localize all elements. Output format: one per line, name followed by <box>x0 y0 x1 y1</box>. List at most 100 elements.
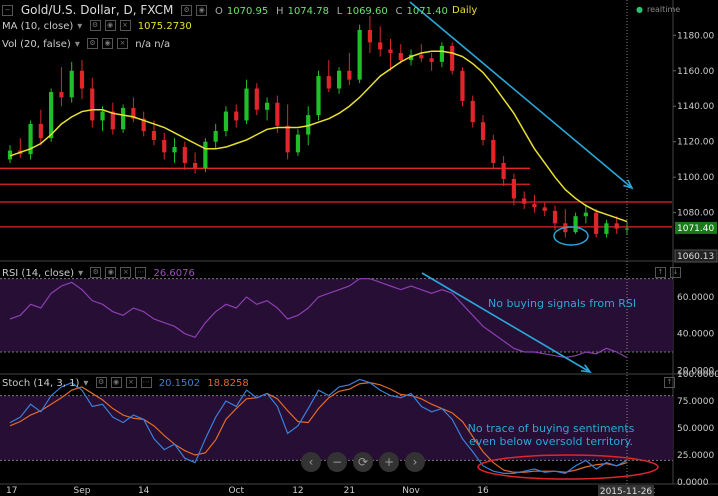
pane-up-icon[interactable]: ↑ <box>664 377 675 388</box>
settings-icon[interactable]: ⚙ <box>181 5 193 16</box>
rsi-tick-label: 40.0000 <box>677 330 714 340</box>
candle-body <box>522 198 527 204</box>
stoch-legend[interactable]: Stoch (14, 3, 1) ▾ ⚙ ◉ × ⋯ 20.1502 18.8258 <box>2 377 253 389</box>
time-tick-label: 21 <box>344 486 355 496</box>
reset-button[interactable]: ⟳ <box>353 452 373 472</box>
pane-up-icon[interactable]: ↑ <box>655 267 666 278</box>
ma-value: 1075.2730 <box>137 20 192 32</box>
candle-body <box>326 76 331 89</box>
candle-body <box>69 70 74 98</box>
candle-body <box>79 70 85 89</box>
rsi-trend-arrow <box>421 272 591 373</box>
last-price-label: 1071.40 <box>677 224 714 234</box>
ohlc-h-value: 1074.78 <box>287 6 329 17</box>
stoch-tick-label: 0.0000 <box>677 478 709 488</box>
candle-body <box>398 53 403 61</box>
time-tick-label: Oct <box>228 486 244 496</box>
dropdown-chevron-icon[interactable]: ▾ <box>83 377 89 389</box>
time-tick-label: 12 <box>292 486 303 496</box>
pane-down-icon[interactable]: ↓ <box>670 267 681 278</box>
dropdown-chevron-icon[interactable]: ▾ <box>78 267 84 279</box>
candle-body <box>182 147 187 163</box>
candle-body <box>244 88 249 121</box>
rsi-pane-controls[interactable]: ↑ ↓ <box>655 267 685 279</box>
candle-body <box>594 212 599 234</box>
realtime-label: realtime <box>646 5 681 14</box>
candle-body <box>604 223 609 234</box>
candle-body <box>419 54 424 59</box>
symbol-header: − Gold/U.S. Dollar, D, FXCM ⚙ ◉ O 1070.95 … <box>2 3 452 17</box>
candle-body <box>614 223 619 229</box>
stoch-pane-controls[interactable]: ↑ <box>664 377 679 389</box>
ohlc-l-label: L <box>336 6 343 17</box>
eye-icon[interactable]: ◉ <box>102 38 114 49</box>
eye-icon[interactable]: ◉ <box>104 20 116 31</box>
symbol-title[interactable]: Gold/U.S. Dollar, D, FXCM <box>20 3 174 17</box>
candle-body <box>583 212 588 217</box>
realtime-indicator: ● realtime <box>636 5 684 14</box>
candle-body <box>264 102 270 110</box>
last-price-tag <box>675 221 717 234</box>
dropdown-chevron-icon[interactable]: ▾ <box>77 20 83 32</box>
eye-icon[interactable]: ◉ <box>196 5 208 16</box>
more-icon[interactable]: ⋯ <box>140 377 152 388</box>
ohlc-c-value: 1071.40 <box>406 6 448 17</box>
price-trend-arrow <box>409 1 633 189</box>
minus-box-icon[interactable]: − <box>2 5 13 16</box>
candle-body <box>90 88 95 121</box>
time-tick-label: Nov <box>402 486 420 496</box>
settings-icon[interactable]: ⚙ <box>87 38 99 49</box>
close-icon[interactable]: × <box>120 267 132 278</box>
time-tick-label: 14 <box>138 486 150 496</box>
vol-value: n/a n/a <box>135 38 171 50</box>
zoom-out-button[interactable]: − <box>327 452 347 472</box>
candle-body <box>542 207 547 211</box>
ma-legend[interactable]: MA (10, close) ▾ ⚙ ◉ × 1075.2730 <box>2 20 196 32</box>
price-tick-label: 1140.00 <box>677 102 714 112</box>
low-marker-label: 1060.13 <box>677 252 714 262</box>
rsi-legend[interactable]: RSI (14, close) ▾ ⚙ ◉ × ⋯ 26.6076 <box>2 267 199 279</box>
candle-body <box>491 139 496 163</box>
stoch-k-value: 20.1502 <box>158 377 201 389</box>
rsi-tick-label: 20.0000 <box>677 366 714 376</box>
stoch-band <box>0 395 673 461</box>
price-trend-arrow-head <box>623 179 634 190</box>
vol-legend[interactable]: Vol (20, false) ▾ ⚙ ◉ × n/a n/a <box>2 38 174 50</box>
scroll-right-button[interactable]: › <box>405 452 425 472</box>
close-icon[interactable]: × <box>117 38 129 49</box>
eye-icon[interactable]: ◉ <box>105 267 117 278</box>
stoch-annotation: No trace of buying sentiments even below… <box>466 422 636 448</box>
candle-body <box>429 58 434 62</box>
candle-body <box>357 29 362 80</box>
rsi-label: RSI (14, close) <box>2 267 75 279</box>
candle-body <box>336 70 342 89</box>
close-icon[interactable]: × <box>125 377 137 388</box>
stoch-tick-label: 25.0000 <box>677 451 714 461</box>
candle-body <box>285 125 290 153</box>
stoch-label: Stoch (14, 3, 1) <box>2 377 80 389</box>
candle-body <box>295 134 301 153</box>
vol-label: Vol (20, false) <box>2 38 71 50</box>
more-icon[interactable]: ⋯ <box>135 267 147 278</box>
stoch-tick-label: 50.0000 <box>677 424 714 434</box>
scroll-left-button[interactable]: ‹ <box>301 452 321 472</box>
close-icon[interactable]: × <box>119 20 131 31</box>
stoch-d-line <box>9 382 628 473</box>
ma-label: MA (10, close) <box>2 20 74 32</box>
time-tick-label: 17 <box>6 486 17 496</box>
settings-icon[interactable]: ⚙ <box>95 377 107 388</box>
zoom-in-button[interactable]: + <box>379 452 399 472</box>
candle-body <box>275 102 280 126</box>
dropdown-chevron-icon[interactable]: ▾ <box>74 38 80 50</box>
eye-icon[interactable]: ◉ <box>110 377 122 388</box>
stoch-d-value: 18.8258 <box>207 377 249 389</box>
settings-icon[interactable]: ⚙ <box>89 20 101 31</box>
settings-icon[interactable]: ⚙ <box>90 267 102 278</box>
candle-body <box>213 131 218 142</box>
candle-body <box>439 45 444 62</box>
candle-body <box>234 111 239 121</box>
time-tick-label: Sep <box>73 486 90 496</box>
ma-line <box>9 50 628 223</box>
